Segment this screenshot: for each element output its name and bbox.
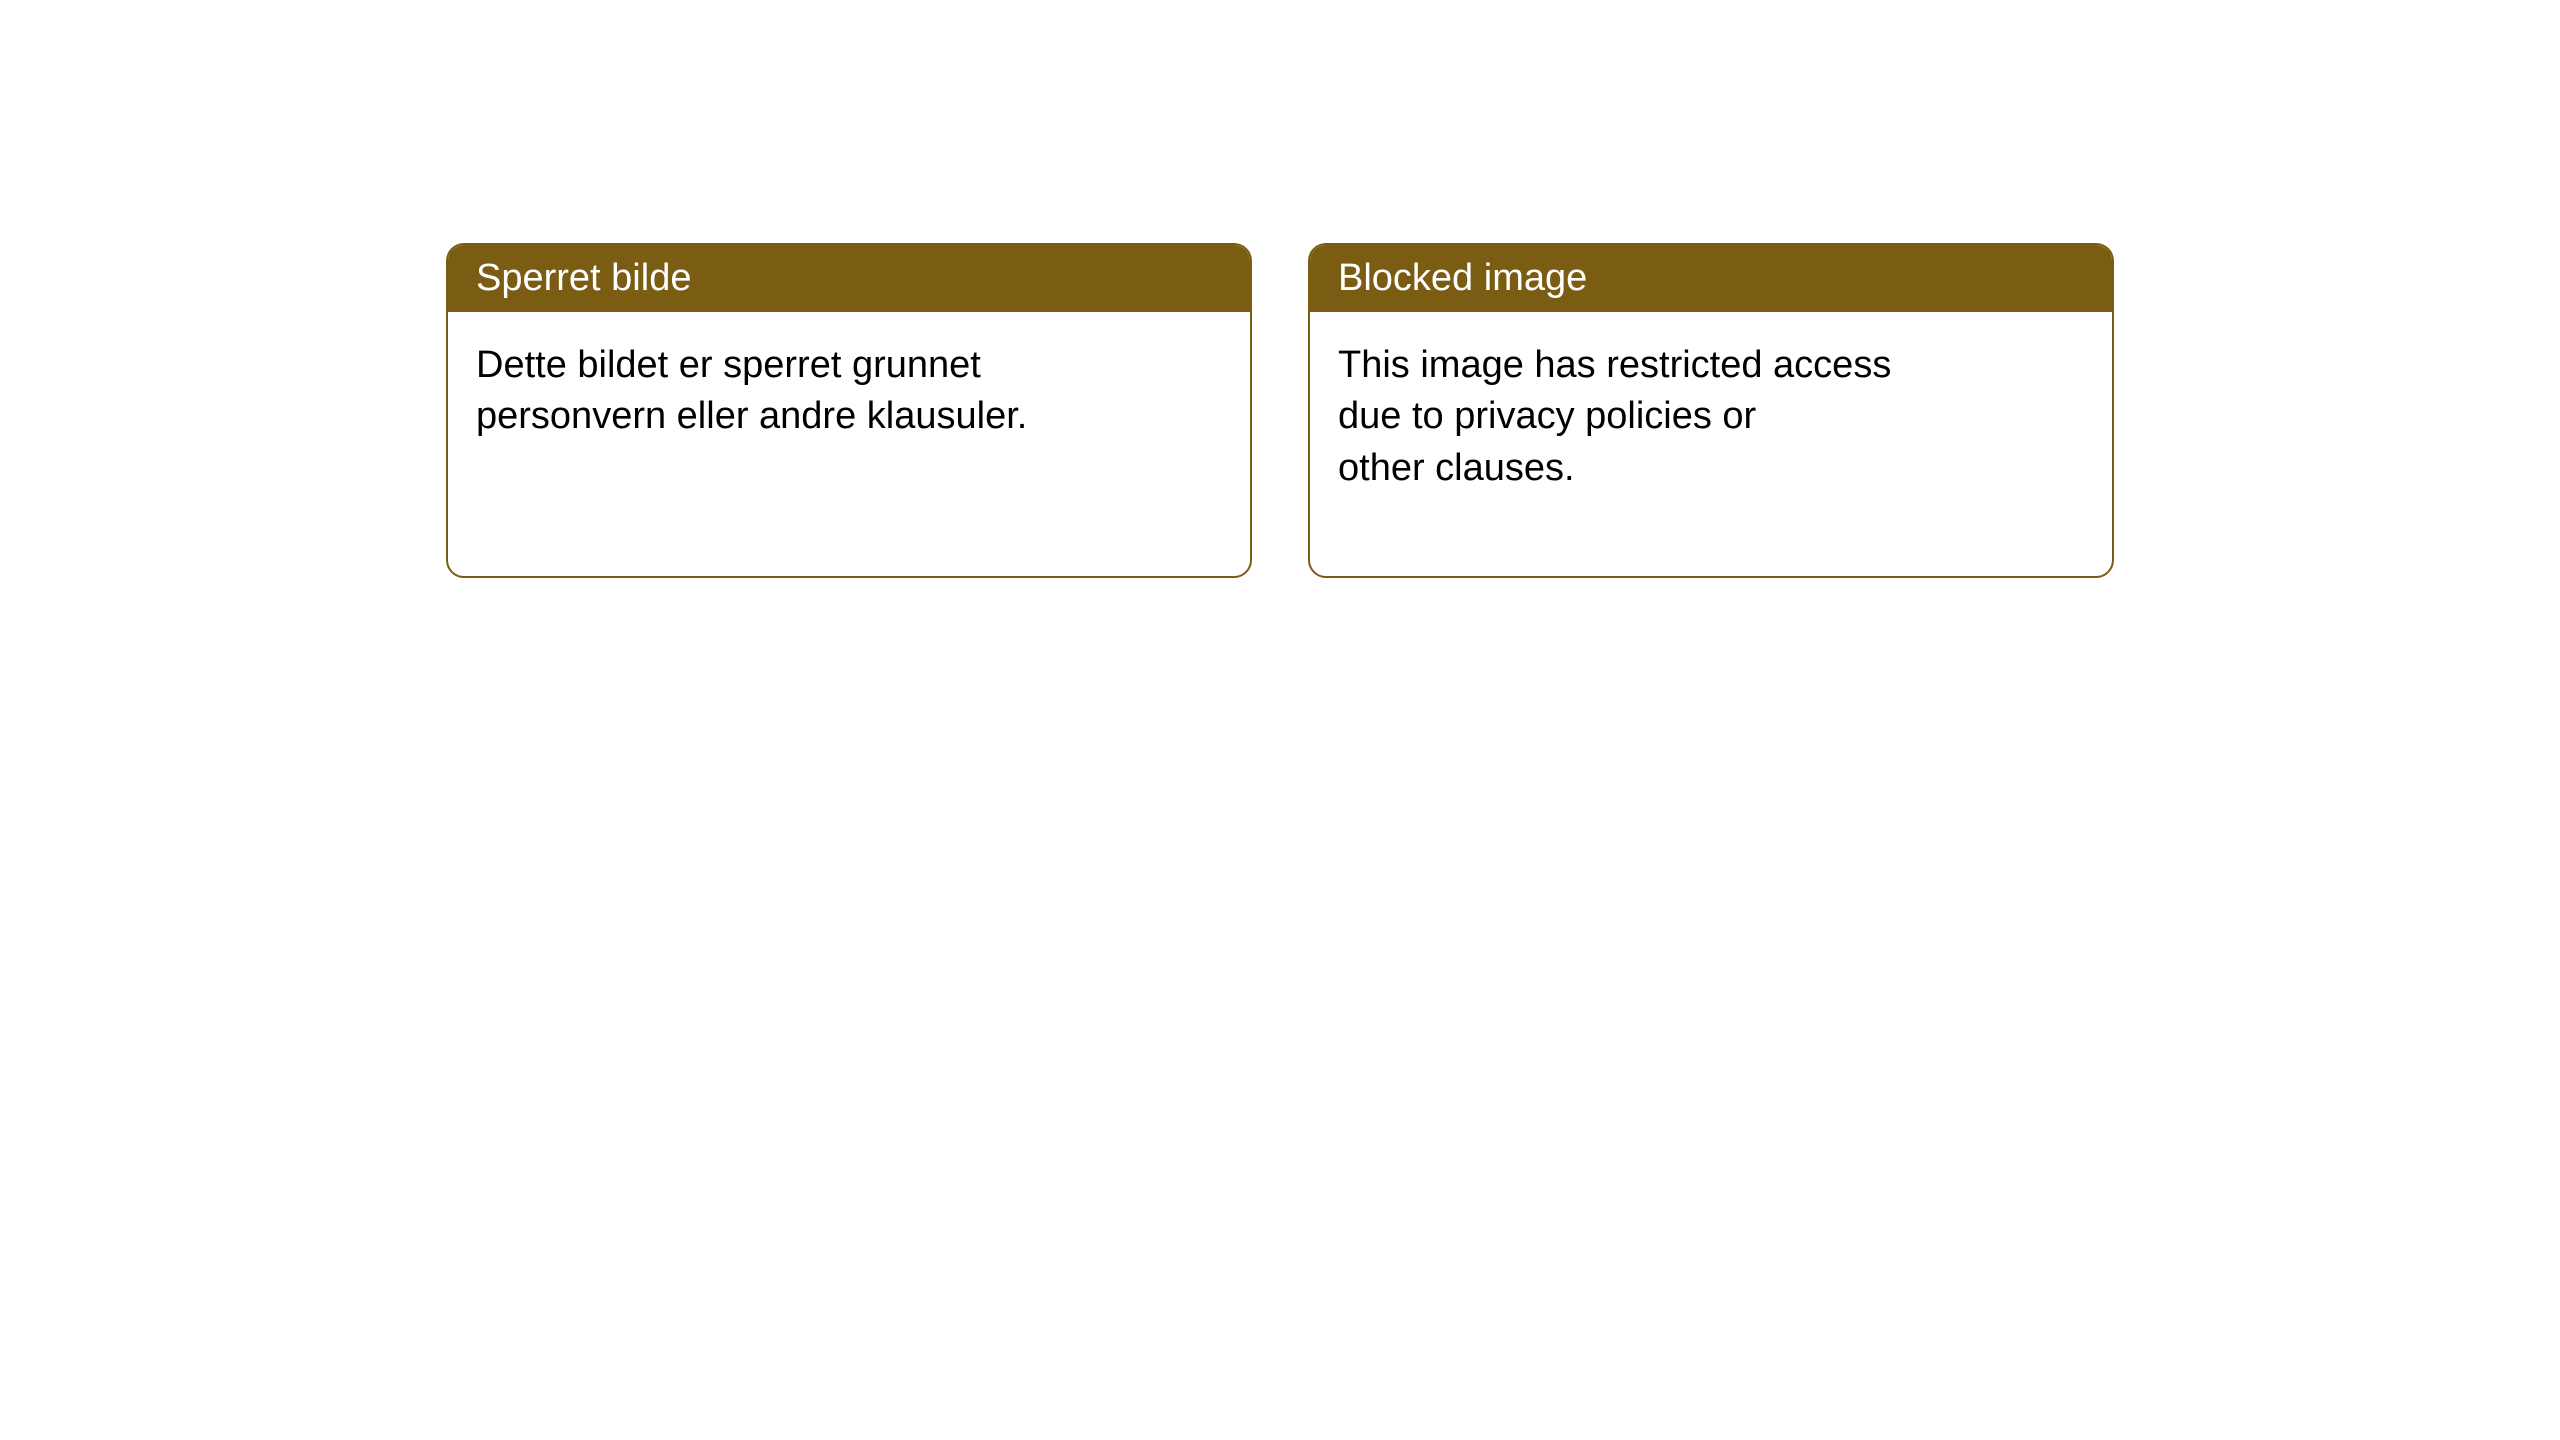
notice-box-norwegian: Sperret bilde Dette bildet er sperret gr… [446, 243, 1252, 578]
notice-box-english: Blocked image This image has restricted … [1308, 243, 2114, 578]
notice-body: This image has restricted access due to … [1310, 312, 2112, 522]
notice-body: Dette bildet er sperret grunnet personve… [448, 312, 1250, 471]
notice-header: Sperret bilde [448, 245, 1250, 312]
notice-container: Sperret bilde Dette bildet er sperret gr… [446, 243, 2114, 578]
notice-header: Blocked image [1310, 245, 2112, 312]
